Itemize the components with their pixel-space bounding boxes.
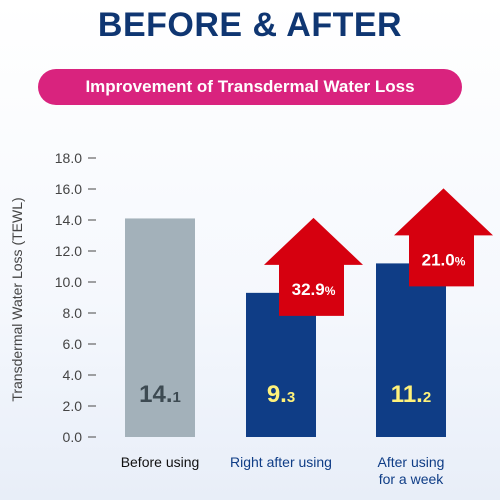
bar-value-label: 11.2	[391, 381, 431, 408]
y-tick-label: 4.0	[63, 367, 83, 383]
category-label: Before using	[121, 454, 200, 470]
improvement-label: 32.9%	[292, 280, 336, 299]
y-tick-label: 0.0	[63, 429, 83, 445]
y-tick-label: 8.0	[63, 305, 83, 321]
bar	[125, 218, 195, 437]
subtitle-pill: Improvement of Transdermal Water Loss	[38, 69, 462, 105]
bar	[376, 263, 446, 437]
y-tick-label: 16.0	[55, 181, 82, 197]
y-tick-label: 18.0	[55, 150, 82, 166]
improvement-arrow	[264, 217, 363, 316]
y-tick-label: 2.0	[63, 398, 83, 414]
improvement-arrow	[394, 188, 493, 287]
bar-value-label: 9.3	[267, 381, 295, 408]
bar	[246, 292, 316, 437]
y-axis-label: Transdermal Water Loss (TEWL)	[9, 197, 25, 401]
bar-value-label: 14.1	[139, 381, 181, 408]
y-tick-label: 14.0	[55, 212, 82, 228]
subtitle-text: Improvement of Transdermal Water Loss	[85, 77, 415, 96]
page-title: BEFORE & AFTER	[97, 6, 403, 44]
y-tick-label: 6.0	[63, 336, 83, 352]
y-tick-label: 10.0	[55, 274, 82, 290]
y-tick-label: 12.0	[55, 243, 82, 259]
improvement-label: 21.0%	[422, 250, 466, 269]
category-label: After using for a week	[378, 454, 445, 487]
category-label: Right after using	[230, 454, 332, 470]
